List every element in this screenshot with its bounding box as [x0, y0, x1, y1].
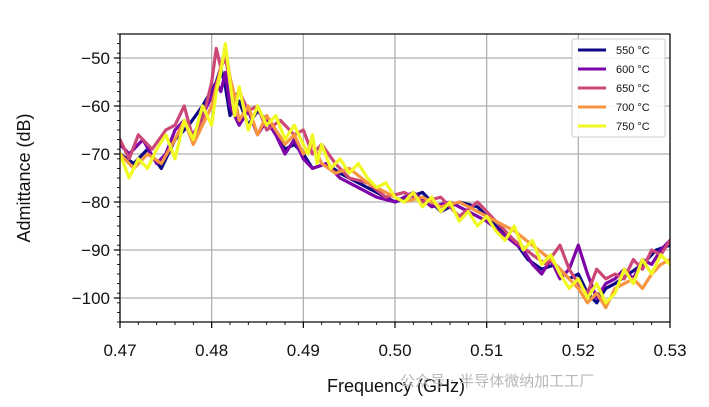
series-lines	[120, 41, 670, 310]
x-tick-label: 0.52	[562, 341, 595, 360]
y-tick-label: −60	[81, 97, 110, 116]
legend-label: 650 °C	[616, 83, 650, 95]
legend-label: 550 °C	[616, 45, 650, 57]
y-tick-label: −70	[81, 145, 110, 164]
y-tick-label: −100	[72, 289, 110, 308]
x-tick-label: 0.48	[195, 341, 228, 360]
y-axis-label: Admittance (dB)	[14, 113, 34, 242]
x-tick-label: 0.49	[287, 341, 320, 360]
legend-label: 600 °C	[616, 64, 650, 76]
series-line-4	[120, 46, 670, 310]
y-tick-label: −50	[81, 49, 110, 68]
watermark-text: 公众号 · 半导体微纳加工工厂	[400, 372, 595, 390]
legend: 550 °C 600 °C 650 °C 700 °C 750 °C	[571, 38, 666, 138]
tick-labels: 0.47 0.48 0.49 0.50 0.51 0.52 0.53 −100 −90 −80 −7…	[72, 49, 687, 360]
legend-box	[571, 38, 666, 138]
x-tick-label: 0.53	[653, 341, 686, 360]
y-tick-label: −80	[81, 193, 110, 212]
x-tick-label: 0.50	[378, 341, 411, 360]
x-axis-label: Frequency (GHz)	[327, 376, 465, 396]
x-tick-label: 0.51	[470, 341, 503, 360]
axis-ticks	[114, 33, 671, 328]
legend-label: 750 °C	[616, 121, 650, 133]
series-line-5	[120, 41, 670, 305]
legend-label: 700 °C	[616, 102, 650, 114]
x-tick-label: 0.47	[103, 341, 136, 360]
y-tick-label: −90	[81, 241, 110, 260]
